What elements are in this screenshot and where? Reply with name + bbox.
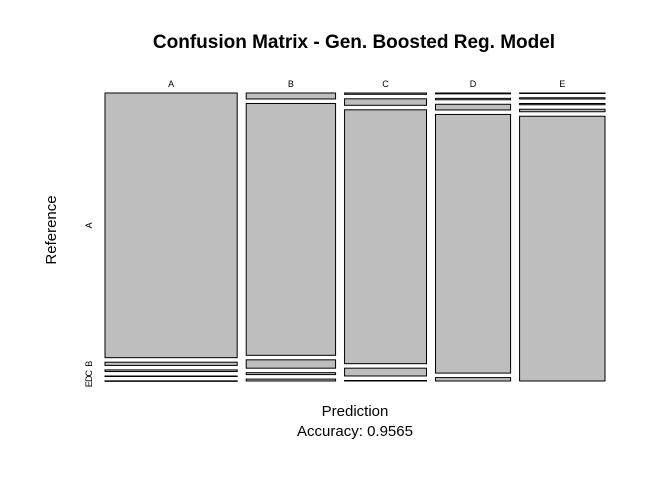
cell-ref-e-pred-c (344, 379, 428, 382)
cell-ref-a-pred-c (344, 92, 428, 95)
cell-ref-d-pred-d (435, 113, 512, 374)
cell-ref-e-pred-b (245, 378, 337, 382)
cell-ref-e-pred-e (519, 115, 606, 382)
cell-ref-b-pred-d (435, 97, 512, 101)
y-axis-label: Reference (43, 195, 60, 264)
cell-ref-e-pred-a (104, 380, 238, 382)
cell-ref-b-pred-a (104, 361, 238, 366)
x-tick-label-e: E (559, 79, 565, 89)
cell-ref-c-pred-a (104, 369, 238, 373)
x-tick-label-b: B (288, 79, 294, 89)
chart-title: Confusion Matrix - Gen. Boosted Reg. Mod… (153, 32, 555, 53)
x-axis-label: Prediction (322, 403, 389, 420)
cell-ref-a-pred-a (104, 92, 238, 359)
cell-ref-c-pred-e (519, 102, 606, 106)
cell-ref-d-pred-e (519, 108, 606, 113)
cell-ref-c-pred-c (344, 109, 428, 365)
accuracy-subtitle: Accuracy: 0.9565 (297, 423, 413, 440)
cell-ref-e-pred-d (435, 377, 512, 382)
y-tick-label-e: E (84, 381, 94, 387)
cell-ref-d-pred-c (344, 367, 428, 377)
cell-ref-a-pred-e (519, 92, 606, 94)
cell-ref-a-pred-d (435, 92, 512, 95)
cell-ref-a-pred-b (245, 92, 337, 100)
cell-ref-c-pred-b (245, 359, 337, 369)
y-tick-label-a: A (84, 222, 94, 228)
x-tick-label-a: A (168, 79, 174, 89)
cell-ref-b-pred-c (344, 98, 428, 106)
cell-ref-c-pred-d (435, 103, 512, 111)
x-tick-label-c: C (382, 79, 389, 89)
cell-ref-b-pred-b (245, 102, 337, 356)
y-tick-label-b: B (84, 361, 94, 367)
x-tick-label-d: D (470, 79, 477, 89)
cell-ref-b-pred-e (519, 97, 606, 100)
y-tick-label-c: C (84, 370, 94, 377)
cell-ref-d-pred-a (104, 375, 238, 378)
y-tick-label-d: D (84, 375, 94, 382)
cell-ref-d-pred-b (245, 372, 337, 376)
